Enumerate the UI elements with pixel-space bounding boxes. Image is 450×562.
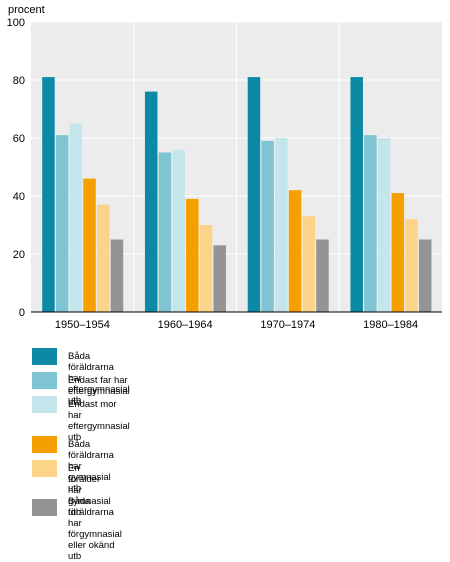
bar: [55, 135, 69, 312]
y-tick-label: 0: [19, 307, 25, 319]
legend-label: Endast mor har eftergymnasial utb: [68, 399, 130, 443]
bar: [377, 138, 391, 312]
bar: [213, 245, 226, 312]
bar: [172, 149, 185, 312]
legend-swatch: [32, 460, 57, 477]
y-tick-label: 100: [7, 17, 25, 29]
legend-swatch: [32, 499, 57, 516]
y-tick-label: 40: [13, 191, 25, 203]
bar: [199, 225, 213, 312]
legend-label: En förälder har gymnasial utb: [68, 463, 111, 518]
bar: [316, 239, 329, 312]
bar: [144, 91, 158, 312]
y-tick-label: 80: [13, 75, 25, 87]
bar: [275, 138, 288, 312]
bar: [405, 219, 418, 312]
legend-swatch: [32, 348, 57, 365]
bar: [83, 178, 96, 312]
bar: [42, 77, 55, 312]
legend-swatch: [32, 396, 57, 413]
bar: [302, 216, 315, 312]
legend-label: Båda föräldrarna har gymnasial utb: [68, 439, 114, 494]
bar: [261, 140, 274, 312]
y-axis-label: procent: [8, 4, 45, 16]
bar: [418, 239, 432, 312]
bar: [391, 193, 405, 312]
bar: [97, 204, 110, 312]
x-tick-label: 1980–1984: [363, 319, 418, 331]
bar: [69, 123, 83, 312]
legend-label: Båda föräldrarna har förgymnasial eller …: [68, 496, 122, 562]
legend-swatch: [32, 372, 57, 389]
bar: [186, 198, 199, 312]
bar: [288, 190, 302, 312]
bar: [247, 77, 261, 312]
bar: [364, 135, 377, 312]
bar: [110, 239, 124, 312]
y-tick-label: 60: [13, 133, 25, 145]
legend-label: Endast far har eftergymnasial utb: [68, 375, 130, 408]
x-tick-label: 1960–1964: [158, 319, 213, 331]
x-tick-label: 1970–1974: [260, 319, 315, 331]
bar: [158, 152, 172, 312]
legend-label: Båda föräldrarna har eftergymnasial utb: [68, 351, 130, 406]
bar: [350, 77, 363, 312]
x-tick-label: 1950–1954: [55, 319, 110, 331]
y-tick-label: 20: [13, 249, 25, 261]
legend-swatch: [32, 436, 57, 453]
